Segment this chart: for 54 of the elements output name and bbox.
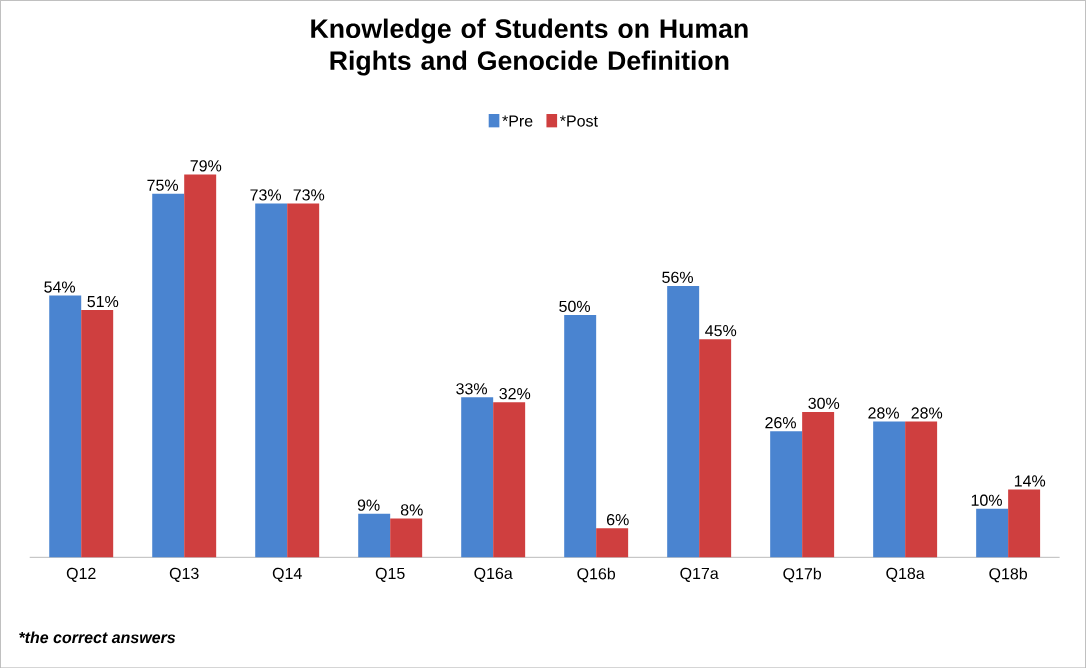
bar <box>287 203 320 558</box>
x-tick-label: Q12 <box>66 567 96 582</box>
bar <box>564 314 597 558</box>
data-label: 28% <box>868 407 899 419</box>
bar <box>596 528 629 558</box>
bar <box>873 421 906 558</box>
bar <box>152 193 185 558</box>
data-label: 79% <box>190 160 222 172</box>
legend-label: *Pre <box>502 115 533 127</box>
data-label: 30% <box>808 397 840 409</box>
data-label: 33% <box>456 382 488 395</box>
bar <box>81 309 114 558</box>
data-label: 45% <box>705 324 737 337</box>
data-label: 73% <box>250 189 282 201</box>
data-label: 6% <box>607 513 629 526</box>
x-tick-label: Q13 <box>169 567 199 582</box>
bar <box>358 513 391 558</box>
bar <box>667 285 700 558</box>
bar <box>699 339 732 558</box>
x-tick-label: Q14 <box>272 567 302 582</box>
text: *the correct answers <box>19 631 176 643</box>
x-tick-label: Q15 <box>375 567 405 582</box>
x-tick-label: Q18b <box>989 567 1028 583</box>
x-tick-label: Q17b <box>783 567 822 583</box>
data-label: 50% <box>559 300 591 312</box>
bar <box>976 508 1009 558</box>
data-label: 9% <box>357 499 380 511</box>
bar <box>255 203 288 558</box>
bar <box>1008 489 1041 558</box>
data-label: 51% <box>87 295 119 308</box>
data-label: 75% <box>147 179 179 191</box>
bar <box>461 397 494 558</box>
legend-label: *Post <box>560 115 598 127</box>
data-label: 73% <box>293 189 325 201</box>
x-tick-label: Q16b <box>577 567 616 583</box>
bar <box>770 431 803 558</box>
data-label: 32% <box>499 387 531 400</box>
data-label: 10% <box>971 494 1002 506</box>
x-tick-label: Q18a <box>886 567 925 582</box>
x-tick-label: Q17a <box>680 567 719 582</box>
bar <box>802 411 835 558</box>
bar <box>184 174 217 558</box>
data-label: 28% <box>911 407 943 419</box>
bar <box>49 295 82 558</box>
bar <box>390 518 423 558</box>
bar <box>905 421 938 558</box>
data-label: 26% <box>765 416 796 429</box>
data-label: 8% <box>400 504 423 516</box>
chart-title: Knowledge of Students on Human Rights and Genocide Definition <box>311 18 748 76</box>
x-tick-label: Q16a <box>474 567 513 582</box>
data-label: 54% <box>44 281 76 293</box>
data-label: 14% <box>1014 475 1046 487</box>
data-label: 56% <box>662 271 693 283</box>
bar <box>493 402 526 558</box>
